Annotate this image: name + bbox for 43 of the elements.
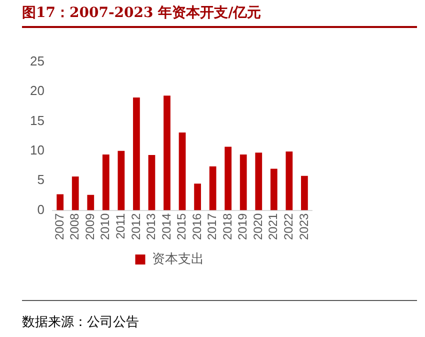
y-tick-label: 0 [37,202,44,217]
y-tick-label: 5 [37,172,44,188]
y-tick-label: 15 [30,112,44,128]
y-tick-label: 10 [30,142,44,158]
bar [240,154,247,210]
x-tick-label: 2011 [114,212,128,240]
x-tick-label: 2007 [52,212,66,240]
x-tick-label: 2017 [205,212,220,240]
x-tick-label: 2019 [236,212,250,240]
x-tick-label: 2015 [174,212,189,240]
legend-label: 资本支出 [152,251,204,266]
bar [102,154,110,210]
bar [270,168,278,210]
bar [72,176,79,210]
x-tick-label: 2021 [266,212,280,240]
x-tick-label: 2012 [128,212,143,240]
x-tick-label: 2014 [159,212,174,240]
bar [178,132,186,210]
x-tick-label: 2009 [82,212,97,240]
bar [209,166,216,210]
bar [87,194,94,210]
x-tick-label: 2010 [98,212,112,240]
x-tick-label: 2020 [250,212,265,240]
x-tick-label: 2013 [144,212,158,240]
chart-title: 图17：2007-2023 年资本开支/亿元 [22,4,417,28]
bar [224,146,232,210]
x-tick-label: 2023 [296,212,311,240]
x-tick-label: 2008 [68,212,82,240]
bar [56,194,64,210]
source-note: 数据来源：公司公告 [22,300,417,331]
bar [286,151,293,210]
y-tick-label: 25 [30,53,44,68]
bar [255,152,262,210]
bar [118,150,125,210]
x-tick-label: 2022 [281,212,296,240]
bar [133,97,140,210]
x-tick-label: 2016 [190,212,204,240]
bar [301,176,308,210]
bar [164,96,170,210]
y-tick-label: 20 [30,83,44,98]
x-tick-label: 2018 [220,212,234,240]
bar [194,184,201,210]
bar [148,155,156,210]
